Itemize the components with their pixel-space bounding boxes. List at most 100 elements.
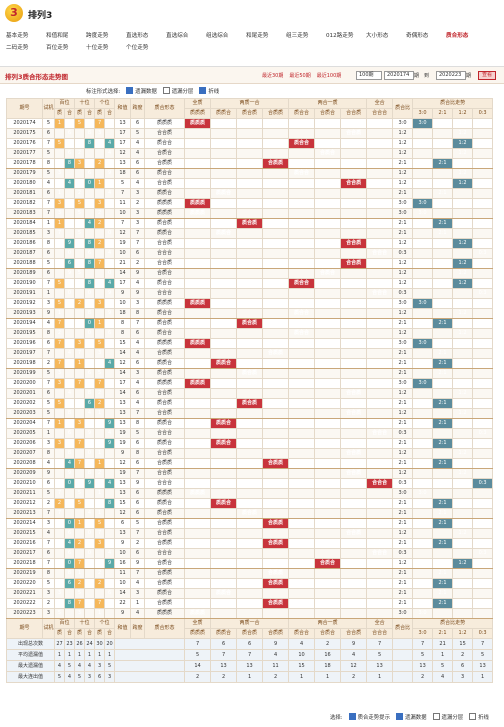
nav-tab[interactable]: 直选形态 (126, 33, 149, 39)
form-hit: 质质质 (184, 118, 212, 129)
empty-cell (366, 208, 394, 219)
empty-cell (288, 388, 316, 399)
empty-cell (432, 278, 454, 289)
empty-cell (63, 508, 76, 519)
digit-composite: 4 (63, 458, 76, 469)
range-link[interactable]: 最近100期 (316, 73, 342, 79)
header-cell: 百位 (53, 618, 76, 629)
empty-cell (472, 398, 494, 409)
empty-cell (236, 408, 264, 419)
trial-number: 7 (42, 418, 55, 429)
nav-tab[interactable]: 二码走势 (6, 45, 29, 51)
trial-number: 8 (42, 158, 55, 169)
nav-tab[interactable]: 百位走势 (46, 45, 69, 51)
digit-prime: 5 (74, 208, 86, 219)
form-hit: 质质质 (184, 198, 212, 209)
empty-cell (314, 178, 342, 189)
empty-cell (210, 408, 238, 419)
empty-cell (63, 138, 76, 149)
digit-prime: 7 (94, 528, 106, 539)
digit-prime: 7 (74, 458, 86, 469)
checkbox[interactable] (432, 713, 440, 720)
ratio-hit: 3:0 (412, 208, 434, 219)
ratio-hit: 1:2 (452, 138, 474, 149)
form: 质质质 (144, 198, 186, 209)
span: 6 (130, 458, 146, 469)
nav-tab[interactable]: 十位走势 (86, 45, 109, 51)
data-row: 2020207 8 8 0 1 9 8 合合质 合合质 1:2 1:2 (6, 448, 494, 459)
nav-tab[interactable]: 和值和尾 (46, 33, 69, 39)
data-row: 2020188 5 6 8 7 21 2 合合质 合合质 1:2 1:2 (6, 258, 494, 269)
nav-tab[interactable]: 基本走势 (6, 33, 29, 39)
checkbox[interactable] (162, 87, 170, 94)
empty-cell (210, 578, 238, 589)
nav-tab[interactable]: 012路走势 (326, 33, 354, 39)
nav-tab[interactable]: 组三走势 (286, 33, 309, 39)
empty-cell (262, 418, 290, 429)
empty-cell (288, 368, 316, 379)
nav-tab[interactable]: 和尾走势 (246, 33, 269, 39)
header-cell: 1:2 (452, 108, 474, 119)
nav-tab[interactable]: 奇偶形态 (406, 33, 429, 39)
nav-tab[interactable]: 质合形态 (446, 33, 469, 39)
empty-cell (288, 468, 316, 479)
digit-composite: 0 (84, 448, 96, 459)
empty-cell (452, 478, 474, 489)
checkbox[interactable] (199, 87, 207, 94)
empty-cell (84, 418, 96, 429)
empty-cell (104, 488, 116, 499)
empty-cell (314, 498, 342, 509)
checkbox[interactable] (126, 87, 134, 94)
ratio: 1:2 (392, 388, 414, 399)
header-cell: 质 (54, 108, 65, 119)
digit-composite: 9 (104, 558, 116, 569)
view-button[interactable]: 查看 (478, 71, 497, 80)
empty-cell (54, 598, 65, 609)
data-row: 2020196 6 7 3 5 15 4 质质质 质质质 3:0 3:0 (6, 338, 494, 349)
ratio-hit: 1:2 (452, 558, 474, 569)
checkbox[interactable] (469, 713, 477, 720)
empty-cell (412, 458, 434, 469)
empty-cell (366, 258, 394, 269)
empty-cell (184, 598, 212, 609)
header-cell: 合质合 (314, 628, 342, 639)
empty-cell (412, 318, 434, 329)
empty-cell (392, 638, 414, 650)
digit-prime: 7 (74, 598, 86, 609)
empty-cell (74, 278, 86, 289)
empty-cell (236, 578, 264, 589)
empty-cell (452, 298, 474, 309)
span: 7 (130, 408, 146, 419)
nav-tab[interactable]: 大小形态 (366, 33, 389, 39)
checkbox[interactable] (348, 713, 356, 720)
form-hit: 合合合 (366, 248, 394, 259)
form-hit: 合合质 (340, 178, 368, 189)
empty-cell (412, 228, 434, 239)
range-link[interactable]: 最近30期 (262, 73, 284, 79)
empty-cell (340, 368, 368, 379)
range-link[interactable]: 最近50期 (289, 73, 311, 79)
period: 2020217 (6, 548, 43, 559)
nav-tab[interactable]: 个位走势 (126, 45, 149, 51)
empty-cell (432, 378, 454, 389)
digit-prime: 1 (74, 568, 86, 579)
empty-cell (412, 598, 434, 609)
checkbox-label: 质合走势提示 (357, 715, 390, 721)
to-input[interactable]: 2020223 (436, 71, 466, 80)
nav-tab[interactable]: 跨度走势 (86, 33, 109, 39)
ratio: 3:0 (392, 338, 414, 349)
digit-composite: 9 (84, 478, 96, 489)
data-row: 2020182 7 3 5 3 11 2 质质质 质质质 3:0 3:0 (6, 198, 494, 209)
empty-cell (262, 288, 290, 299)
form-hit: 合合质 (340, 128, 368, 139)
span: 7 (130, 468, 146, 479)
period-select[interactable]: 100期 (356, 71, 382, 80)
sum: 11 (114, 568, 132, 579)
nav-tab[interactable]: 组选综合 (206, 33, 229, 39)
nav-tab[interactable]: 直选综合 (166, 33, 189, 39)
checkbox[interactable] (395, 713, 403, 720)
data-row: 2020201 6 4 8 2 14 6 合合质 合合质 1:2 1:2 (6, 388, 494, 399)
from-input[interactable]: 2020174 (384, 71, 414, 80)
period: 2020191 (6, 288, 43, 299)
